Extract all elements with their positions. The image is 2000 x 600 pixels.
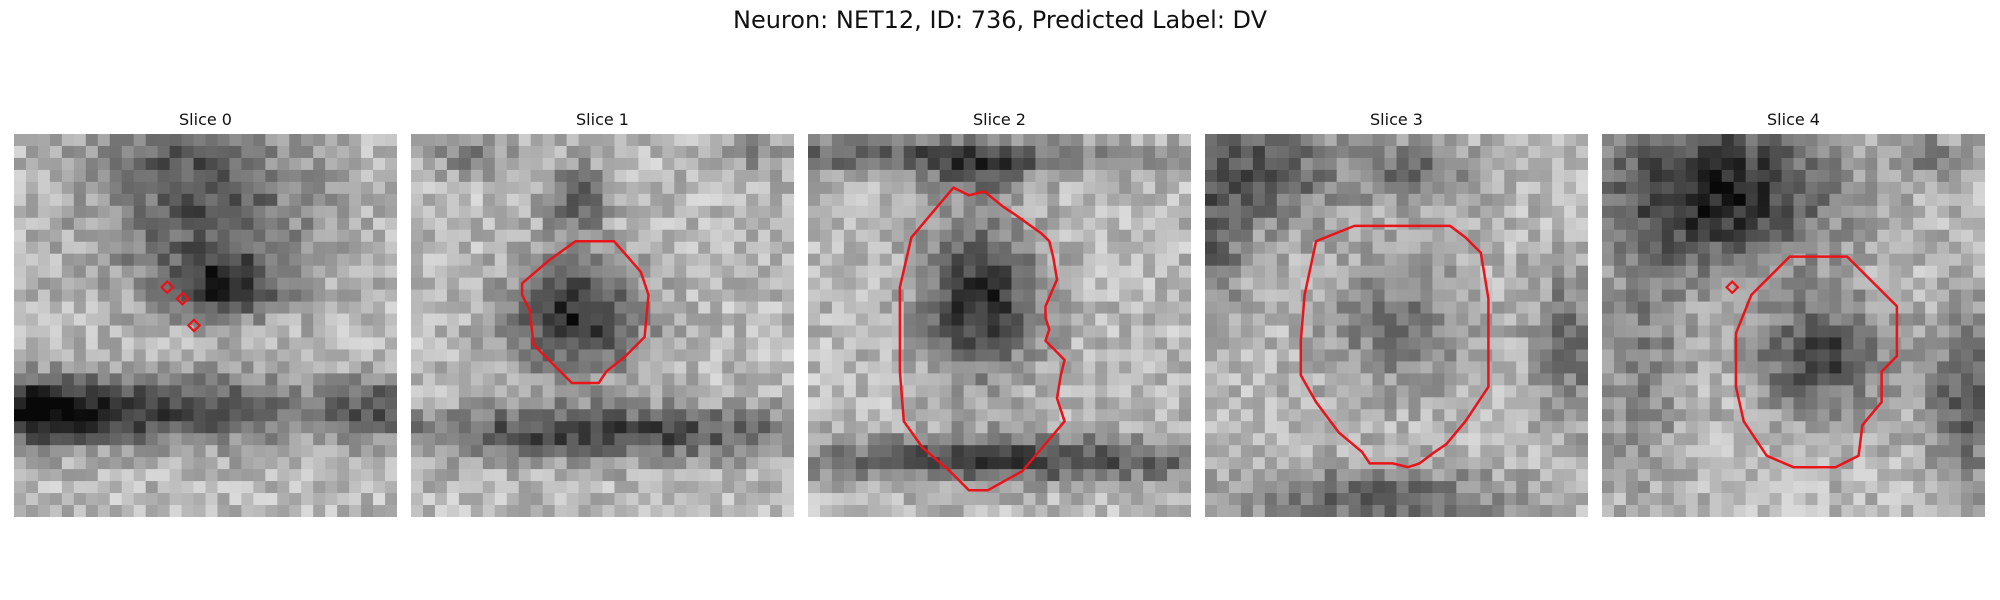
panel-title: Slice 1 — [576, 110, 629, 129]
slice-panel-2: Slice 2 — [808, 108, 1191, 517]
pixel-grid — [1205, 134, 1588, 517]
contour-marker — [175, 291, 190, 306]
roi-contour — [520, 239, 650, 385]
roi-contour — [1299, 224, 1490, 469]
figure-title: Neuron: NET12, ID: 736, Predicted Label:… — [732, 6, 1268, 34]
slice-panel-4: Slice 4 — [1602, 108, 1985, 517]
slice-image — [411, 134, 794, 517]
slice-image — [1602, 134, 1985, 517]
slice-panel-1: Slice 1 — [411, 108, 794, 517]
slice-image — [1205, 134, 1588, 517]
panel-title: Slice 0 — [179, 110, 232, 129]
contour-marker — [186, 318, 202, 333]
roi-contour — [898, 186, 1066, 492]
contour-marker — [1725, 279, 1740, 295]
panel-title: Slice 4 — [1767, 110, 1820, 129]
contour-marker — [159, 279, 175, 295]
slice-panel-0: Slice 0 — [14, 108, 397, 517]
slice-image — [808, 134, 1191, 517]
pixel-grid — [411, 134, 794, 517]
pixel-grid — [1602, 134, 1985, 517]
slice-image — [14, 134, 397, 517]
panel-title: Slice 2 — [973, 110, 1026, 129]
panel-title: Slice 3 — [1370, 110, 1423, 129]
pixel-grid — [14, 134, 397, 517]
pixel-grid — [808, 134, 1191, 517]
slice-panel-3: Slice 3 — [1205, 108, 1588, 517]
roi-contour — [1734, 255, 1899, 469]
